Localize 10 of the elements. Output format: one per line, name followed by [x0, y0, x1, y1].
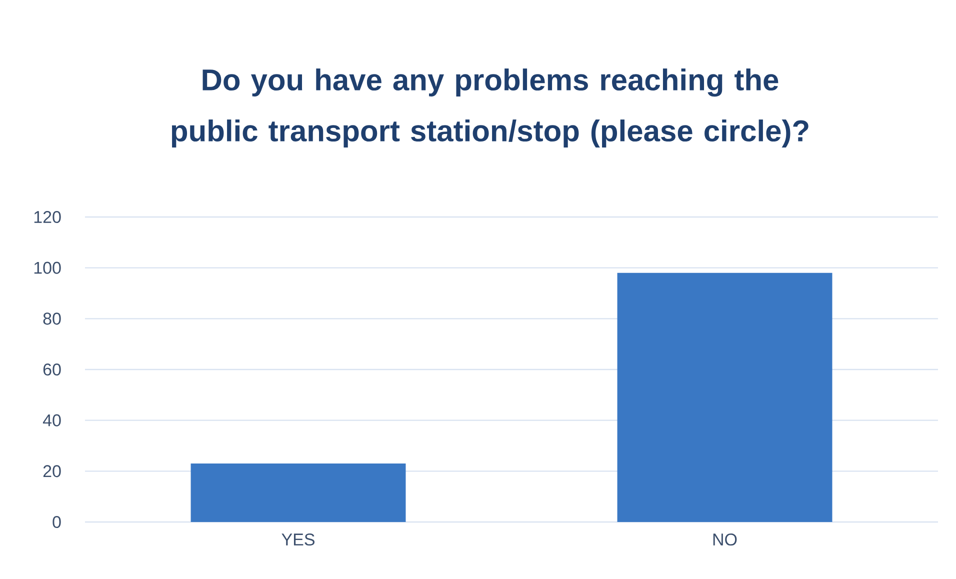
y-tick-label: 100 — [34, 262, 61, 274]
x-tick-label: YES — [282, 534, 314, 546]
y-tick-label: 40 — [42, 414, 61, 426]
y-tick-label: 20 — [43, 465, 61, 478]
x-tick-label: NO — [713, 534, 737, 546]
chart-title: Do you have any problems reaching the public transport station/stop (please circle)? — [172, 68, 808, 148]
y-tick-label: 60 — [43, 363, 61, 376]
y-tick-label: 0 — [52, 516, 61, 528]
y-tick-label: 120 — [34, 210, 61, 224]
y-tick-label: 80 — [43, 312, 61, 325]
